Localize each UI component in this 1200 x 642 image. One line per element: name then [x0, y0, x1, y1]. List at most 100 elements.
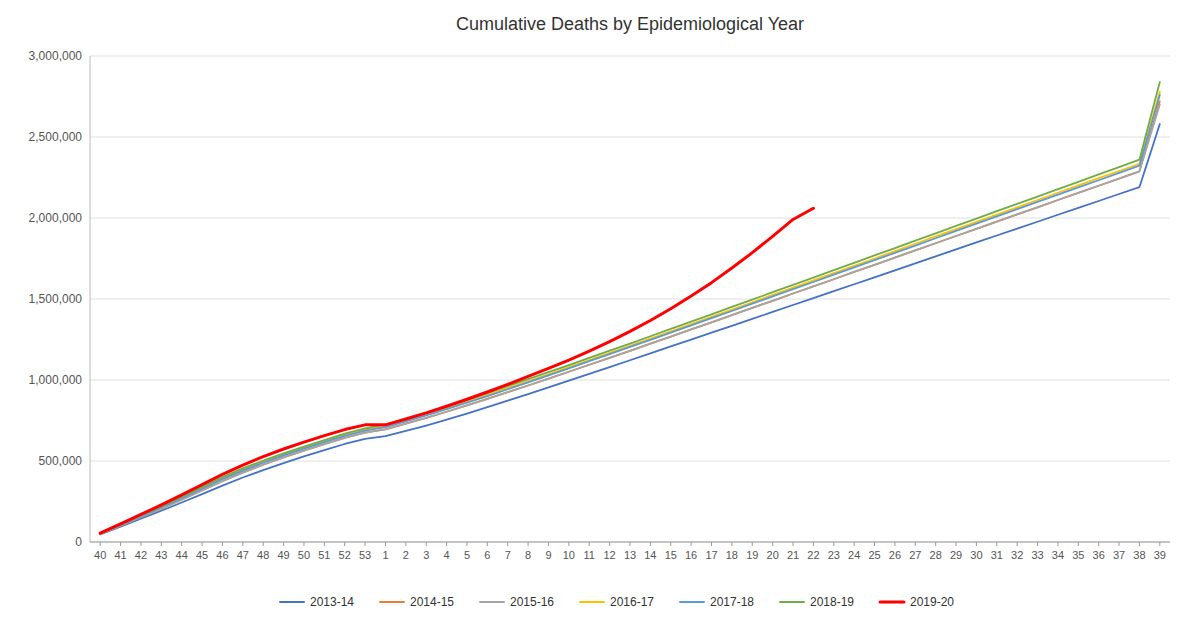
x-tick [100, 542, 101, 546]
x-tick-label: 38 [1133, 549, 1145, 561]
legend-swatch [380, 601, 404, 603]
x-tick [650, 542, 651, 546]
x-tick-label: 19 [746, 549, 758, 561]
legend-label: 2016-17 [610, 595, 654, 609]
x-tick-label: 45 [196, 549, 208, 561]
x-tick-label: 2 [403, 549, 409, 561]
x-tick-label: 3 [423, 549, 429, 561]
x-tick-label: 16 [685, 549, 697, 561]
x-tick [996, 542, 997, 546]
x-tick [609, 542, 610, 546]
x-tick-label: 17 [705, 549, 717, 561]
x-tick-label: 44 [176, 549, 188, 561]
x-tick [1017, 542, 1018, 546]
x-tick [242, 542, 243, 546]
lines [100, 82, 1160, 534]
x-tick-label: 23 [828, 549, 840, 561]
x-tick [813, 542, 814, 546]
x-tick [466, 542, 467, 546]
x-tick-label: 29 [950, 549, 962, 561]
x-tick-label: 6 [484, 549, 490, 561]
x-tick [222, 542, 223, 546]
x-tick-label: 42 [135, 549, 147, 561]
x-tick [915, 542, 916, 546]
x-tick-label: 10 [563, 549, 575, 561]
y-tick-label: 0 [75, 535, 82, 549]
x-tick-label: 50 [298, 549, 310, 561]
x-tick [528, 542, 529, 546]
x-tick-label: 27 [909, 549, 921, 561]
x-tick [752, 542, 753, 546]
x-tick [140, 542, 141, 546]
legend-label: 2017-18 [710, 595, 754, 609]
legend-swatch [580, 601, 604, 603]
x-tick-label: 28 [930, 549, 942, 561]
series-line [100, 82, 1160, 533]
grid-line [90, 137, 1170, 138]
x-tick [344, 542, 345, 546]
x-tick [1139, 542, 1140, 546]
x-tick [263, 542, 264, 546]
x-tick-label: 51 [318, 549, 330, 561]
x-tick-label: 43 [155, 549, 167, 561]
x-tick-label: 40 [94, 549, 106, 561]
x-tick [793, 542, 794, 546]
x-tick [670, 542, 671, 546]
x-tick-label: 32 [1011, 549, 1023, 561]
x-tick-label: 26 [889, 549, 901, 561]
x-tick-label: 11 [584, 549, 595, 561]
x-tick [1057, 542, 1058, 546]
x-tick-label: 46 [216, 549, 228, 561]
x-tick-label: 21 [787, 549, 799, 561]
x-tick [548, 542, 549, 546]
x-tick [405, 542, 406, 546]
legend-label: 2014-15 [410, 595, 454, 609]
y-axis-line [90, 56, 91, 542]
x-tick [630, 542, 631, 546]
x-axis: 4041424344454647484950515253123456789101… [94, 542, 1166, 561]
x-tick [874, 542, 875, 546]
x-tick [894, 542, 895, 546]
x-tick-label: 30 [970, 549, 982, 561]
grid-line [90, 56, 1170, 57]
x-tick [487, 542, 488, 546]
x-tick-label: 25 [868, 549, 880, 561]
x-tick-label: 24 [848, 549, 860, 561]
x-tick [935, 542, 936, 546]
chart-svg: Cumulative Deaths by Epidemiological Yea… [0, 0, 1200, 642]
title: Cumulative Deaths by Epidemiological Yea… [456, 14, 804, 34]
x-tick [161, 542, 162, 546]
x-tick [1098, 542, 1099, 546]
x-tick [303, 542, 304, 546]
legend-label: 2013-14 [310, 595, 354, 609]
x-tick-label: 52 [339, 549, 351, 561]
legend-swatch [880, 601, 904, 604]
chart-container: Cumulative Deaths by Epidemiological Yea… [0, 0, 1200, 642]
x-tick-label: 13 [624, 549, 636, 561]
x-tick [711, 542, 712, 546]
x-tick-label: 9 [545, 549, 551, 561]
series-line [100, 95, 1160, 534]
x-tick [1037, 542, 1038, 546]
y-tick-label: 1,000,000 [29, 373, 83, 387]
x-tick-label: 36 [1093, 549, 1105, 561]
x-tick [446, 542, 447, 546]
grid-line [90, 380, 1170, 381]
x-tick-label: 31 [991, 549, 1003, 561]
legend-swatch [480, 601, 504, 603]
series-line [100, 101, 1160, 534]
x-tick [324, 542, 325, 546]
x-tick-label: 7 [505, 549, 511, 561]
x-tick [1078, 542, 1079, 546]
x-tick [507, 542, 508, 546]
y-tick-label: 2,500,000 [29, 130, 83, 144]
x-tick [385, 542, 386, 546]
x-tick [181, 542, 182, 546]
x-tick-label: 37 [1113, 549, 1125, 561]
series-line [100, 208, 813, 533]
x-tick-label: 14 [644, 549, 656, 561]
x-tick [589, 542, 590, 546]
x-tick [691, 542, 692, 546]
y-tick-label: 500,000 [39, 454, 83, 468]
x-tick [426, 542, 427, 546]
